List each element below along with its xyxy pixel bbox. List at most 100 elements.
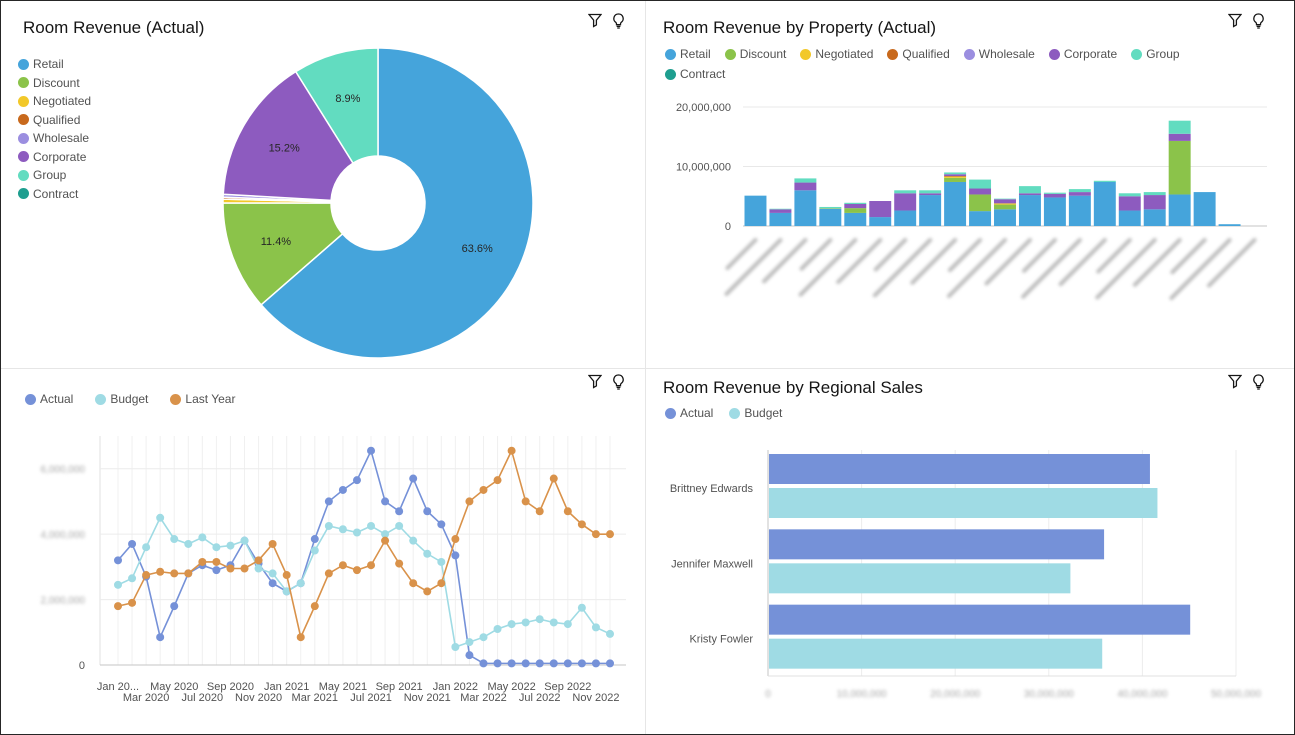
blurred-category-label: [799, 238, 833, 271]
legend-item[interactable]: Budget: [95, 392, 148, 406]
data-point: [521, 659, 530, 668]
filter-icon[interactable]: [588, 374, 602, 390]
bar-segment: [1093, 181, 1116, 226]
series-line: [117, 448, 610, 665]
legend-item[interactable]: Negotiated: [800, 47, 873, 61]
legend-item[interactable]: Qualified: [18, 111, 91, 130]
data-point: [409, 536, 418, 545]
legend-item[interactable]: Actual: [25, 392, 73, 406]
legend-item[interactable]: Contract: [18, 185, 91, 204]
bar-segment: [994, 209, 1016, 226]
data-point: [170, 535, 179, 544]
bar-segment: [769, 212, 792, 226]
bar-segment: [1093, 180, 1116, 182]
category-label: Jennifer Maxwell: [671, 558, 753, 570]
horizontal-divider: [1, 368, 1294, 369]
legend-item[interactable]: Corporate: [1048, 47, 1118, 61]
data-point: [493, 659, 502, 668]
data-point: [606, 530, 614, 539]
lightbulb-icon[interactable]: [1252, 374, 1265, 390]
lightbulb-icon[interactable]: [612, 13, 625, 29]
legend-item[interactable]: Discount: [18, 74, 91, 93]
data-point: [395, 559, 404, 568]
blurred-category-label: [910, 238, 958, 285]
data-point: [240, 536, 249, 545]
y-tick-label: 10,000,000: [676, 162, 731, 174]
bar-segment: [869, 217, 892, 226]
data-point: [423, 587, 432, 596]
blurred-category-label: [1058, 238, 1107, 287]
legend-item[interactable]: Negotiated: [18, 92, 91, 111]
legend-item[interactable]: Actual: [665, 406, 713, 420]
bar: [769, 454, 1150, 484]
bar-segment: [1143, 195, 1166, 210]
lightbulb-icon[interactable]: [1252, 13, 1265, 29]
bar-segment: [1168, 133, 1191, 141]
bar-segment: [794, 182, 817, 191]
data-point: [606, 629, 614, 638]
data-point: [507, 659, 516, 668]
legend-dot: [665, 407, 676, 419]
data-point: [352, 476, 361, 485]
data-point: [310, 535, 319, 544]
blurred-category-label: [1170, 238, 1207, 275]
data-point: [367, 561, 376, 570]
legend-label: Group: [33, 168, 67, 183]
legend-dot: [963, 48, 975, 60]
legend-item[interactable]: Qualified: [887, 47, 950, 61]
legend-item[interactable]: Contract: [665, 67, 725, 81]
bar: [769, 638, 1103, 669]
legend-item[interactable]: Retail: [18, 55, 91, 74]
legend-item[interactable]: Wholesale: [18, 129, 91, 148]
legend-item[interactable]: Budget: [729, 406, 782, 420]
x-tick-label: 30,000,000: [1024, 689, 1074, 700]
room-revenue-by-property-panel: Room Revenue by Property (Actual) Retail…: [647, 1, 1294, 368]
filter-icon[interactable]: [1228, 374, 1242, 390]
data-point: [423, 549, 432, 558]
bar-segment: [994, 199, 1016, 204]
lightbulb-icon[interactable]: [612, 374, 625, 390]
blurred-category-label: [724, 238, 783, 296]
filter-icon[interactable]: [1228, 13, 1242, 29]
bar-segment: [969, 188, 992, 195]
legend-item[interactable]: Corporate: [18, 148, 91, 167]
bar-segment: [769, 208, 792, 210]
bar-segment: [919, 195, 942, 226]
bar-segment: [969, 194, 992, 212]
data-point: [549, 474, 558, 483]
data-point: [240, 564, 249, 573]
data-point: [367, 521, 376, 530]
data-point: [128, 598, 137, 607]
bar-segment: [994, 203, 1016, 205]
slice-data-label: 15.2%: [269, 143, 300, 155]
legend-label: Retail: [680, 47, 711, 61]
legend-label: Budget: [744, 406, 783, 420]
data-point: [479, 485, 488, 494]
x-tick-label: Sep 2022: [544, 681, 591, 693]
legend-item[interactable]: Retail: [665, 47, 711, 61]
data-point: [142, 571, 151, 580]
legend-item[interactable]: Group: [18, 166, 91, 185]
pie-slice: [294, 47, 379, 165]
vertical-divider: [645, 1, 646, 734]
x-tick-label: 40,000,000: [1117, 689, 1167, 700]
data-point: [479, 633, 488, 642]
legend-label: Negotiated: [33, 94, 92, 109]
legend-dot: [665, 48, 676, 60]
data-point: [563, 659, 572, 668]
legend-item[interactable]: Group: [1131, 47, 1180, 61]
legend-item[interactable]: Last Year: [170, 392, 235, 406]
x-tick-label: Nov 2020: [235, 692, 282, 704]
bar-segment: [969, 179, 992, 189]
legend-dot: [18, 169, 29, 181]
data-point: [352, 528, 361, 537]
legend-label: Wholesale: [978, 47, 1035, 61]
blurred-category-label: [725, 238, 758, 270]
x-tick-label: Jul 2020: [182, 692, 224, 704]
legend-item[interactable]: Discount: [724, 47, 786, 61]
data-point: [493, 625, 502, 634]
legend-label: Corporate: [1063, 47, 1118, 61]
legend-item[interactable]: Wholesale: [963, 47, 1035, 61]
bar: [769, 488, 1158, 518]
filter-icon[interactable]: [588, 13, 602, 29]
